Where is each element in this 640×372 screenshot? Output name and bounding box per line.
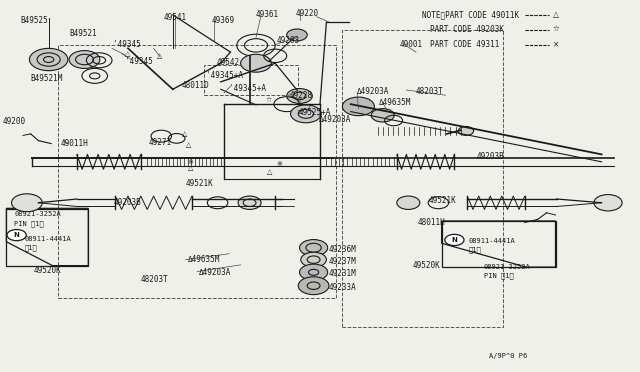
Circle shape — [458, 126, 474, 135]
Circle shape — [287, 29, 307, 41]
Text: 、1。: 、1。 — [468, 247, 481, 253]
Circle shape — [69, 51, 100, 68]
Text: △: △ — [553, 10, 559, 19]
Circle shape — [287, 89, 312, 103]
Circle shape — [291, 105, 321, 123]
Text: Δ49203A: Δ49203A — [357, 87, 390, 96]
Text: Δ49635M: Δ49635M — [188, 255, 221, 264]
Text: 08921-3252A: 08921-3252A — [14, 211, 61, 217]
Text: 49520K: 49520K — [412, 261, 440, 270]
Circle shape — [445, 234, 464, 246]
Text: Δ49203A: Δ49203A — [198, 268, 231, 277]
Text: 08911-4441A: 08911-4441A — [468, 238, 515, 244]
Bar — [442, 221, 556, 267]
Text: A/9P^0 P6: A/9P^0 P6 — [489, 353, 527, 359]
Text: 49521K: 49521K — [186, 179, 213, 188]
Text: 48203T: 48203T — [416, 87, 444, 96]
Text: PART CODE 49311: PART CODE 49311 — [430, 40, 499, 49]
Text: ☆: ☆ — [553, 25, 560, 34]
Text: 49236M: 49236M — [329, 245, 356, 254]
Text: B49521: B49521 — [69, 29, 97, 38]
Text: 49231M: 49231M — [329, 269, 356, 278]
Text: '49345: '49345 — [125, 57, 153, 65]
Text: 49237M: 49237M — [329, 257, 356, 266]
Text: 49011H: 49011H — [60, 139, 88, 148]
Circle shape — [29, 48, 68, 71]
Text: △: △ — [268, 169, 273, 175]
Text: PIN 、1。: PIN 、1。 — [14, 220, 44, 227]
Text: △: △ — [125, 51, 131, 57]
Text: ☆: ☆ — [266, 97, 272, 103]
Text: B49525: B49525 — [20, 16, 48, 25]
Text: 、1。: 、1。 — [24, 244, 37, 251]
Circle shape — [238, 196, 261, 209]
Circle shape — [371, 109, 394, 122]
Circle shape — [594, 195, 622, 211]
Circle shape — [241, 54, 271, 72]
Text: 49228: 49228 — [289, 92, 312, 100]
Circle shape — [298, 277, 329, 295]
Text: △: △ — [186, 142, 191, 148]
Text: '49345+A: '49345+A — [206, 71, 243, 80]
Text: ×: × — [553, 40, 559, 49]
Text: 49263: 49263 — [276, 36, 300, 45]
Text: '49345: '49345 — [113, 40, 140, 49]
Text: 49542: 49542 — [216, 58, 239, 67]
Text: N: N — [451, 237, 458, 243]
Text: 48011H: 48011H — [417, 218, 445, 227]
Bar — [58, 45, 336, 298]
Text: 48203T: 48203T — [141, 275, 168, 284]
Text: ※: ※ — [188, 159, 194, 165]
Text: 49525+A: 49525+A — [298, 108, 331, 117]
Text: NOTE、PART CODE 49011K: NOTE、PART CODE 49011K — [422, 10, 520, 19]
Text: 08911-4441A: 08911-4441A — [24, 236, 71, 242]
Text: 48011D: 48011D — [182, 81, 209, 90]
Circle shape — [342, 97, 374, 116]
Text: 49233A: 49233A — [329, 283, 356, 292]
Text: 49271: 49271 — [148, 138, 172, 147]
Bar — [342, 30, 503, 327]
Text: Δ49203A: Δ49203A — [319, 115, 351, 124]
Text: ☆: ☆ — [296, 109, 303, 115]
Text: PART CODE 49203K: PART CODE 49203K — [430, 25, 504, 34]
Text: △: △ — [182, 131, 187, 137]
Text: '49345+A: '49345+A — [229, 84, 266, 93]
Text: 49520K: 49520K — [33, 266, 61, 275]
Text: 49200: 49200 — [3, 117, 26, 126]
Text: PIN 、1。: PIN 、1。 — [484, 273, 513, 279]
Text: Δ49635M: Δ49635M — [379, 98, 412, 107]
Circle shape — [300, 264, 328, 280]
Text: 49203B: 49203B — [476, 153, 504, 161]
Bar — [6, 209, 88, 266]
Circle shape — [301, 252, 326, 267]
Circle shape — [12, 194, 42, 212]
Text: △: △ — [188, 165, 193, 171]
Circle shape — [300, 240, 328, 256]
Text: N: N — [13, 232, 20, 238]
Text: 08921-3252A: 08921-3252A — [484, 264, 531, 270]
Text: △: △ — [157, 53, 163, 59]
Text: 49001: 49001 — [399, 40, 422, 49]
Text: ※: ※ — [276, 161, 282, 167]
Text: 49369: 49369 — [211, 16, 234, 25]
Text: 49203B: 49203B — [114, 198, 141, 207]
Circle shape — [397, 196, 420, 209]
Text: 49220: 49220 — [296, 9, 319, 17]
Text: ☆: ☆ — [295, 97, 301, 103]
Bar — [204, 65, 298, 95]
Circle shape — [7, 230, 26, 241]
Text: 49541: 49541 — [164, 13, 187, 22]
Text: B49521M: B49521M — [31, 74, 63, 83]
Text: 49521K: 49521K — [429, 196, 456, 205]
Text: 49361: 49361 — [256, 10, 279, 19]
